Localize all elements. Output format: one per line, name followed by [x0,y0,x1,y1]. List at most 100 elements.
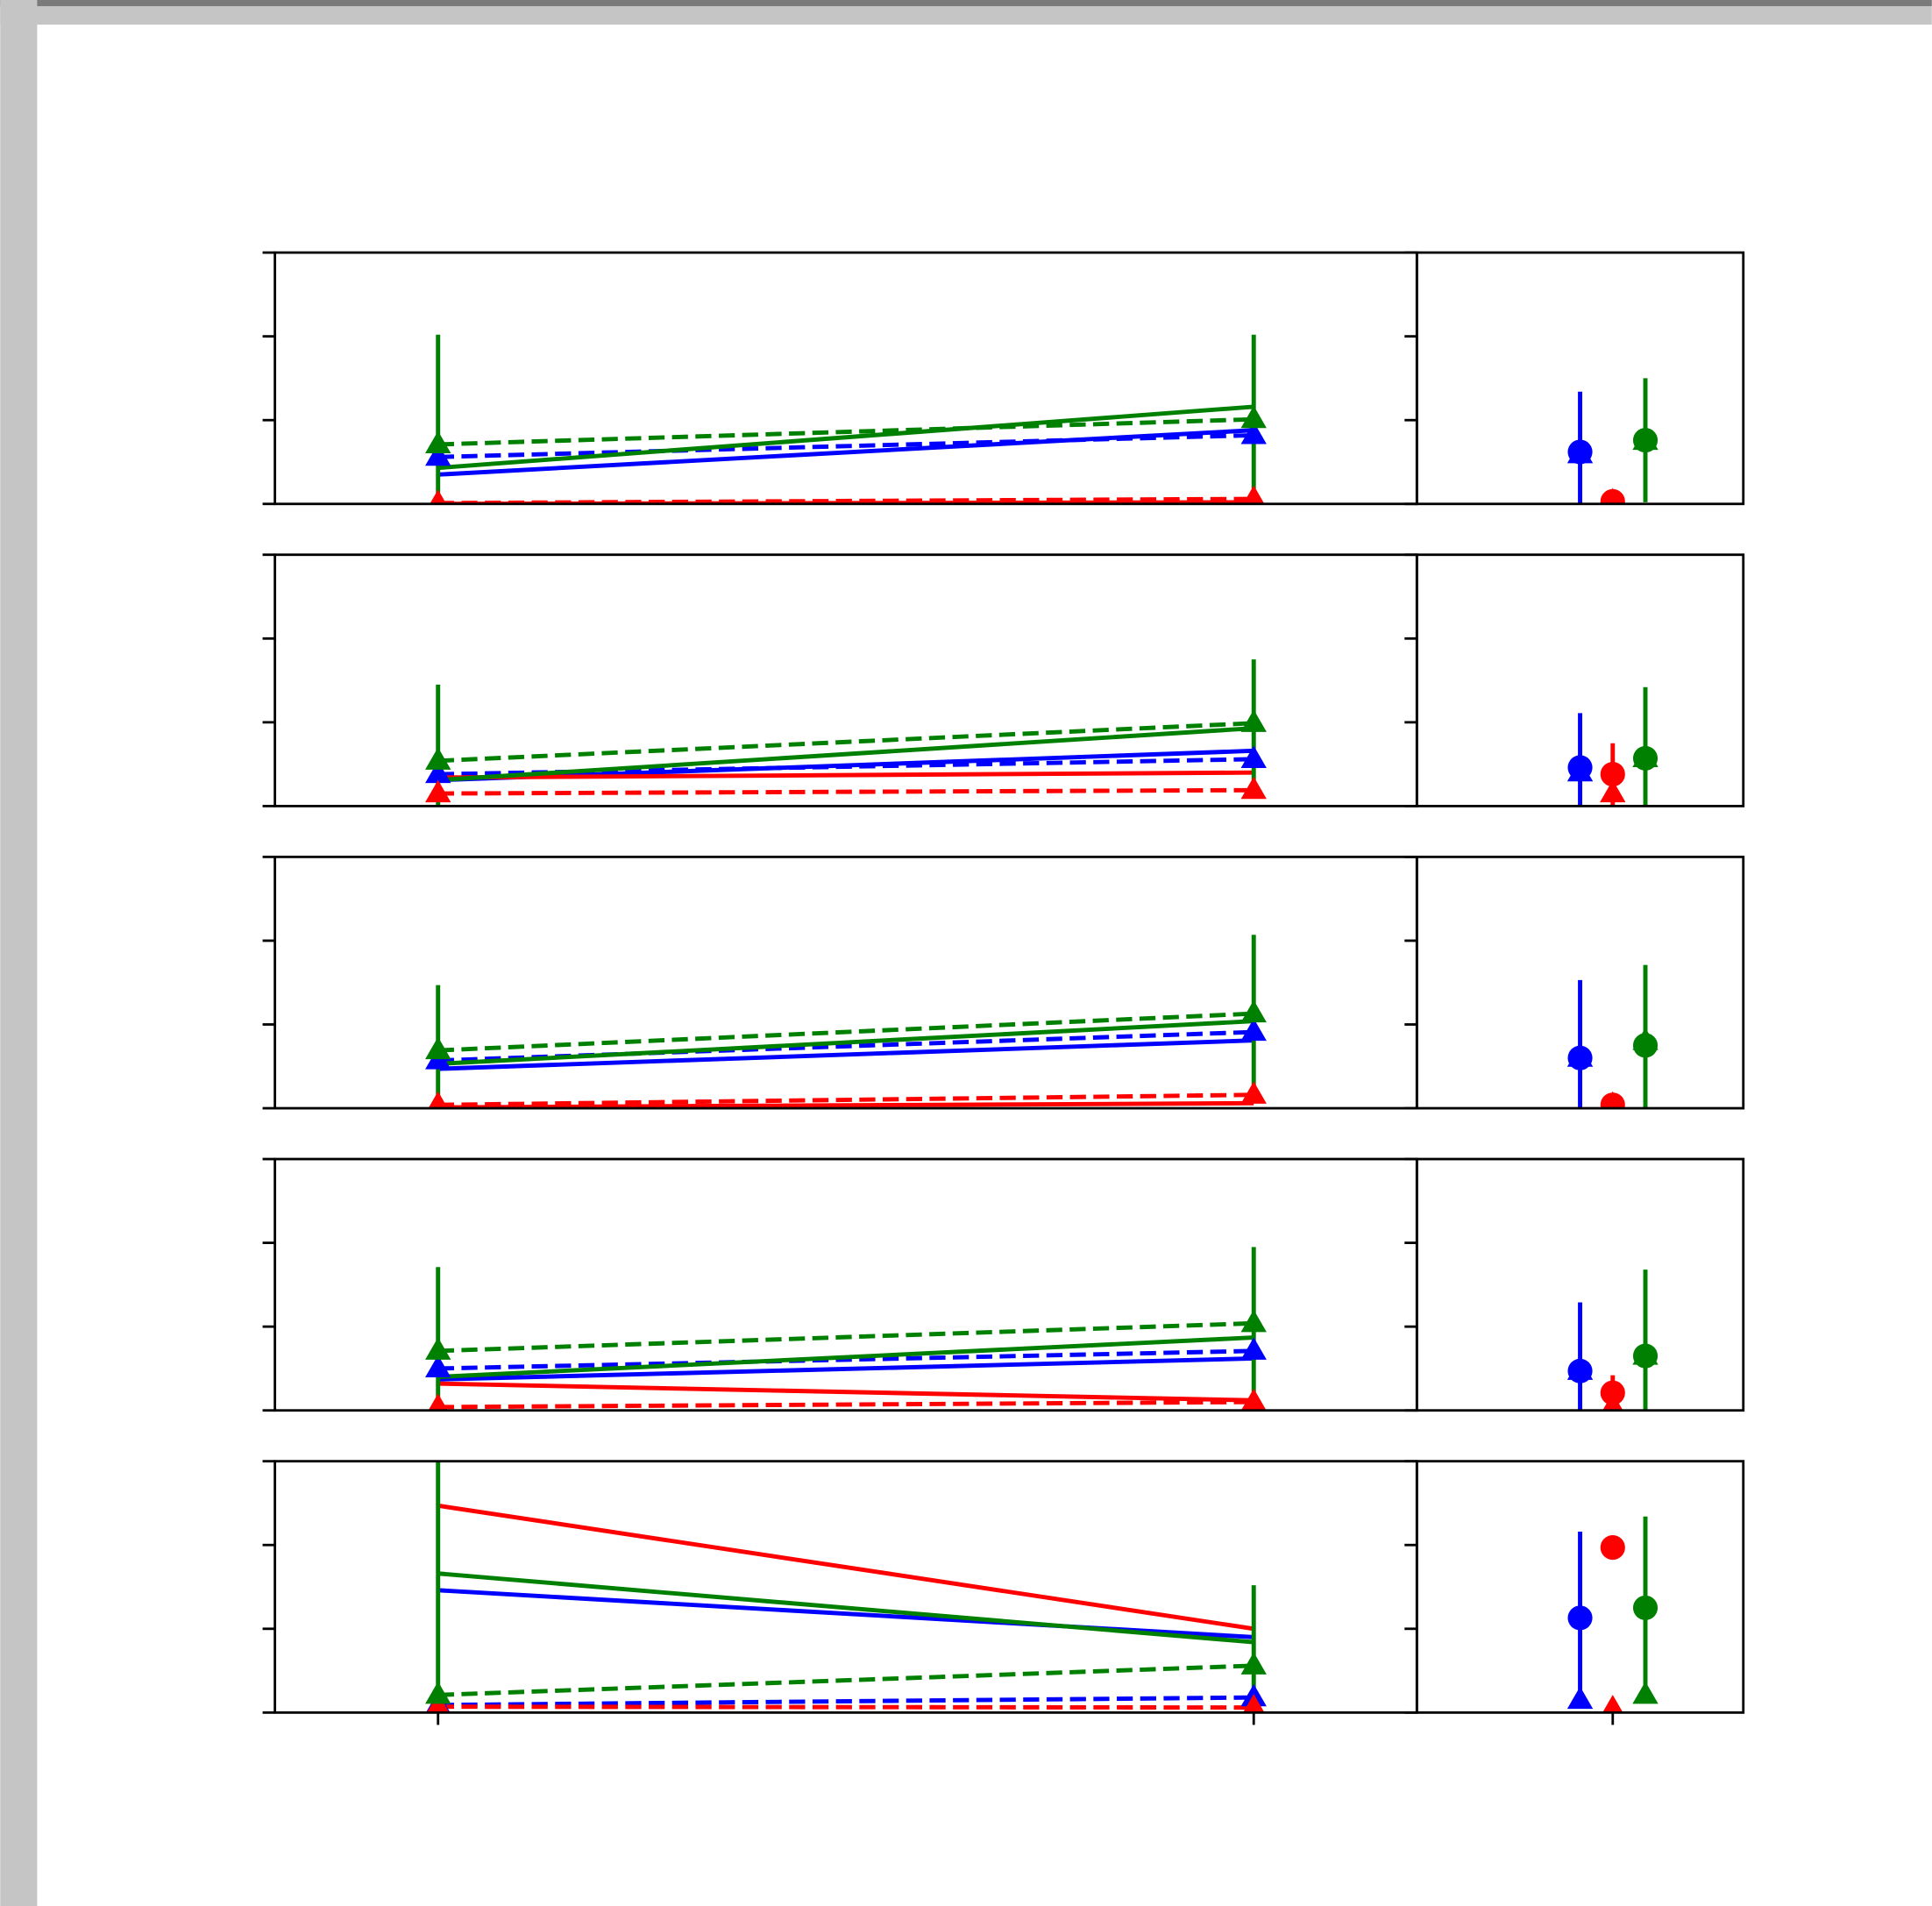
series-line [437,787,1254,796]
series-line [437,721,1254,764]
marker [1632,1033,1659,1058]
axes-frame [1415,251,1745,506]
series-line [437,757,1254,777]
marker [1632,1343,1659,1369]
series-line [437,1663,1254,1697]
lines [437,1320,1254,1410]
marker [425,443,451,466]
marker [1600,1092,1625,1109]
marker [1600,779,1626,803]
markers [425,405,1267,504]
marker [425,747,451,770]
marker [425,1036,451,1060]
marker [425,1681,451,1704]
marker [1567,1045,1593,1070]
series-line [437,1038,1254,1071]
axes-frame [1415,1460,1745,1714]
panel [425,334,1267,504]
series-line [437,726,1254,783]
panel [1566,1516,1659,1713]
panel [425,1247,1267,1411]
marker [1240,1652,1267,1675]
lines [437,1503,1254,1710]
marker [428,1393,448,1411]
marker [425,430,451,453]
marker [1240,1018,1267,1042]
series-line [437,1335,1254,1379]
markers [425,1309,1267,1411]
lines [437,721,1254,796]
marker [1600,762,1625,787]
panel [425,1461,1267,1713]
series-line [437,1704,1254,1710]
axes-frame [1415,1157,1745,1412]
marker [1243,485,1265,504]
panel [1566,378,1659,504]
marker [1240,421,1267,444]
marker [425,1355,451,1377]
marker [1632,1681,1659,1704]
series-line [437,416,1254,447]
panel [425,935,1267,1109]
series-line [437,1092,1254,1107]
marker [1632,428,1659,453]
marker [428,1091,448,1109]
series-line [437,1019,1254,1066]
series-line [437,1695,1254,1708]
markers [1566,744,1659,803]
series-line [437,1100,1254,1109]
marker [1600,1380,1625,1405]
marker [1567,755,1593,780]
marker [1240,1337,1267,1360]
markers [1566,427,1659,504]
marker [1240,709,1267,732]
marker [1240,1309,1267,1333]
marker [430,489,447,504]
marker [1240,999,1267,1023]
marker [1240,1388,1267,1411]
series-line [437,1571,1254,1645]
marker [425,760,451,784]
series-line [437,1503,1254,1632]
markers [425,709,1267,803]
top-frame-edge [0,0,1932,7]
marker [1600,1535,1625,1561]
series-line [437,432,1254,459]
series-line [437,1029,1254,1063]
markers [425,999,1267,1109]
marker [1632,1595,1659,1620]
marker [1243,1694,1265,1713]
series-line [437,1011,1254,1053]
axes-frame [1415,553,1745,807]
series-line [437,770,1254,780]
marker [1602,1695,1623,1713]
marker [1632,745,1659,772]
marker [1240,1081,1267,1104]
series-line [437,404,1254,471]
markers [1566,1535,1659,1713]
marker [1240,776,1267,800]
markers [425,1652,1267,1713]
left-frame [0,0,38,1906]
lines [437,1011,1254,1109]
markers [1566,1028,1659,1109]
marker [1600,488,1625,504]
panel [425,659,1267,807]
lines [437,404,1254,504]
panel [1566,964,1659,1109]
marker [1567,439,1593,465]
series-line [437,1348,1254,1371]
marker [425,779,451,803]
markers [1566,1342,1659,1411]
marker [425,1337,451,1360]
marker [1240,405,1267,429]
series-line [437,1399,1254,1410]
panel [1566,1269,1659,1411]
series-line [437,496,1254,504]
marker [1567,1605,1593,1631]
series-line [437,1320,1254,1354]
series-line [437,1381,1254,1403]
